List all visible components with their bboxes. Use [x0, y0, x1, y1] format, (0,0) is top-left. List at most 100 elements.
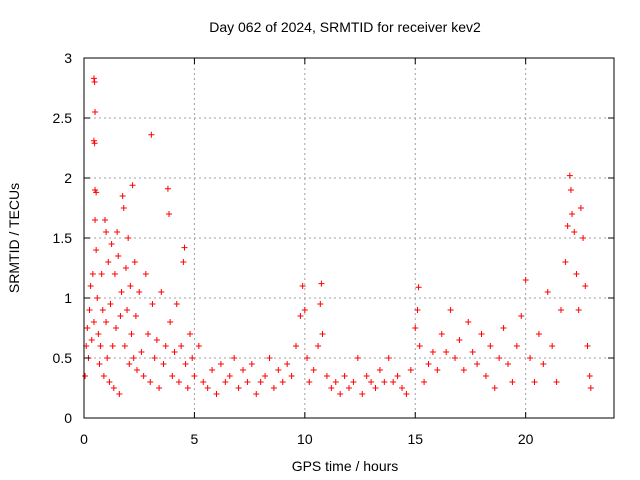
data-point — [90, 75, 97, 82]
data-point — [110, 385, 117, 391]
data-point — [86, 307, 93, 313]
data-point — [148, 131, 155, 138]
data-point — [209, 367, 216, 373]
data-point — [372, 385, 379, 391]
data-point — [505, 361, 511, 367]
data-point — [90, 319, 97, 325]
data-point — [575, 307, 582, 313]
data-point — [460, 367, 467, 373]
data-point — [142, 271, 149, 277]
data-point — [118, 289, 125, 295]
data-point — [105, 259, 112, 265]
data-point — [173, 301, 180, 307]
data-point — [323, 373, 330, 379]
data-point — [248, 361, 255, 367]
data-point — [195, 343, 202, 349]
data-point — [217, 361, 224, 367]
data-point — [113, 325, 120, 331]
data-point — [131, 259, 138, 265]
data-point — [103, 229, 110, 235]
data-point — [447, 307, 454, 313]
data-point — [443, 349, 450, 355]
data-point — [145, 331, 152, 337]
data-point — [266, 355, 273, 361]
data-point — [284, 361, 291, 367]
data-point — [553, 379, 560, 385]
data-point — [513, 343, 520, 349]
data-point — [403, 391, 410, 397]
data-point — [569, 211, 576, 217]
y-axis-label: SRMTID / TECUs — [6, 183, 22, 293]
data-point — [166, 211, 173, 217]
data-point — [129, 182, 136, 189]
data-point — [586, 373, 593, 379]
data-point — [180, 259, 187, 265]
data-point — [136, 289, 143, 295]
data-point — [104, 355, 111, 361]
axis-ticks: 0 5 10 15 20 0 0.5 1 1.5 2 2.5 3 — [53, 50, 614, 447]
data-point — [390, 379, 397, 385]
data-point — [359, 391, 366, 397]
data-point — [456, 337, 463, 343]
y-tick-label: 2.5 — [53, 110, 73, 126]
x-tick-label: 15 — [407, 431, 423, 447]
y-tick-label: 1.5 — [53, 230, 73, 246]
data-point — [130, 355, 137, 361]
data-point — [226, 373, 233, 379]
x-tick-label: 5 — [191, 431, 199, 447]
data-point — [124, 307, 131, 313]
data-point — [93, 189, 100, 196]
data-point — [169, 373, 176, 379]
data-point — [138, 349, 145, 355]
data-point — [101, 217, 108, 223]
data-point — [496, 355, 503, 361]
data-point — [544, 289, 551, 295]
x-axis-label: GPS time / hours — [292, 458, 399, 474]
data-point — [337, 391, 344, 397]
data-point — [279, 379, 286, 385]
data-point — [540, 361, 547, 367]
data-point — [306, 379, 313, 385]
data-point — [109, 343, 116, 349]
data-point — [584, 343, 591, 349]
data-point — [297, 313, 304, 319]
data-point — [171, 349, 178, 355]
data-point — [288, 373, 295, 379]
data-point — [293, 343, 299, 349]
data-point — [120, 205, 127, 211]
data-point — [103, 319, 110, 325]
data-point — [415, 284, 422, 291]
x-tick-label: 20 — [518, 431, 534, 447]
data-point — [114, 229, 121, 235]
data-point — [119, 193, 126, 199]
data-point — [478, 331, 485, 337]
data-point — [363, 373, 370, 379]
y-tick-label: 3 — [64, 50, 72, 66]
data-point — [531, 379, 538, 385]
data-point — [317, 301, 324, 307]
data-point — [275, 367, 282, 373]
data-point — [487, 343, 494, 349]
data-point — [577, 205, 584, 211]
data-point — [527, 355, 534, 361]
data-point — [240, 367, 246, 373]
data-point — [117, 313, 124, 319]
data-point — [270, 385, 277, 391]
data-point — [244, 379, 251, 385]
data-point — [438, 331, 445, 337]
data-point — [164, 185, 171, 192]
data-point — [412, 325, 419, 331]
data-point — [414, 307, 421, 313]
data-point — [368, 379, 375, 385]
data-point — [346, 385, 352, 391]
data-point — [491, 385, 498, 391]
data-point — [567, 187, 574, 193]
data-point — [96, 361, 103, 367]
data-point — [92, 109, 99, 115]
data-point — [573, 271, 580, 277]
data-point — [184, 385, 191, 391]
data-point — [98, 271, 105, 277]
data-point — [231, 355, 238, 361]
data-point — [394, 373, 401, 379]
data-point — [125, 235, 132, 241]
